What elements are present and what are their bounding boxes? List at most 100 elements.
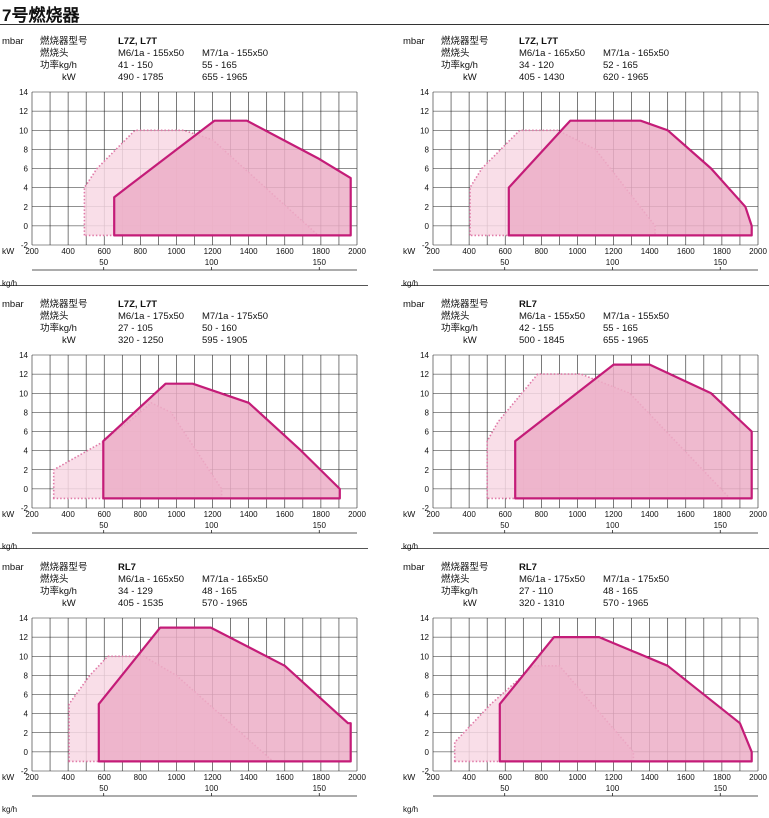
burner-chart-panel: mbar 燃烧器型号 燃烧头 功率kg/h kW L7Z, L7T M6/1a - 175x… bbox=[0, 293, 368, 555]
x-tick-label: 1200 bbox=[204, 247, 222, 256]
burner-chart-panel: mbar 燃烧器型号 燃烧头 功率kg/h kW L7Z, L7T M6/1a - 165x… bbox=[401, 30, 769, 292]
kgh-tick-label: 50 bbox=[99, 521, 108, 530]
head-value: M7/1a - 155x50 bbox=[603, 311, 669, 322]
x-tick-label: 1000 bbox=[569, 247, 587, 256]
x-tick-label: 400 bbox=[61, 773, 75, 782]
kw-label: kW bbox=[463, 335, 477, 346]
x-tick-label: 1600 bbox=[677, 247, 695, 256]
model-value: RL7 bbox=[118, 562, 136, 573]
y-tick-label: 10 bbox=[420, 652, 429, 661]
kgh-range-value: 48 - 165 bbox=[202, 586, 237, 597]
head-label: 燃烧头 bbox=[40, 573, 69, 585]
x-tick-label: 1800 bbox=[713, 773, 731, 782]
y-tick-label: 12 bbox=[420, 633, 429, 642]
x-tick-label: 2000 bbox=[749, 510, 767, 519]
head-value: M7/1a - 165x50 bbox=[202, 574, 268, 585]
kgh-tick-label: 100 bbox=[606, 521, 620, 530]
kgh-tick-label: 50 bbox=[99, 258, 108, 267]
kgh-range-value: 27 - 105 bbox=[118, 323, 153, 334]
x-tick-label: 400 bbox=[462, 773, 476, 782]
y-tick-label: 6 bbox=[425, 428, 430, 437]
kgh-range-value: 48 - 165 bbox=[603, 586, 638, 597]
kgh-range-value: 50 - 160 bbox=[202, 323, 237, 334]
y-tick-label: -2 bbox=[422, 241, 430, 250]
y-tick-label: 8 bbox=[24, 145, 29, 154]
range-area-m7 bbox=[97, 626, 352, 763]
head-value: M6/1a - 165x50 bbox=[118, 574, 184, 585]
x-axis-kgh-label: kg/h bbox=[403, 542, 418, 551]
x-tick-label: 600 bbox=[499, 773, 513, 782]
y-tick-label: 2 bbox=[24, 729, 29, 738]
x-tick-label: 200 bbox=[426, 510, 440, 519]
y-tick-label: 10 bbox=[19, 389, 28, 398]
y-tick-label: -2 bbox=[422, 767, 430, 776]
kgh-tick-label: 150 bbox=[714, 521, 728, 530]
x-tick-label: 1400 bbox=[641, 247, 659, 256]
power-label: 功率kg/h bbox=[40, 585, 77, 597]
power-label: 功率kg/h bbox=[441, 322, 478, 334]
kgh-range-value: 41 - 150 bbox=[118, 60, 153, 71]
x-axis-kgh-label: kg/h bbox=[2, 279, 17, 288]
x-tick-label: 800 bbox=[134, 247, 148, 256]
y-tick-label: 10 bbox=[19, 652, 28, 661]
x-tick-label: 200 bbox=[25, 510, 39, 519]
kw-range-value: 320 - 1310 bbox=[519, 598, 564, 609]
range-area-m7 bbox=[498, 635, 753, 763]
y-tick-label: 4 bbox=[425, 710, 430, 719]
y-unit-label: mbar bbox=[403, 299, 425, 310]
kw-range-value: 595 - 1905 bbox=[202, 335, 247, 346]
kgh-tick-label: 100 bbox=[606, 258, 620, 267]
model-label: 燃烧器型号 bbox=[441, 35, 489, 47]
x-tick-label: 200 bbox=[25, 773, 39, 782]
x-tick-label: 2000 bbox=[749, 247, 767, 256]
y-tick-label: 2 bbox=[425, 203, 430, 212]
y-tick-label: 2 bbox=[425, 466, 430, 475]
model-label: 燃烧器型号 bbox=[40, 35, 88, 47]
kw-range-value: 570 - 1965 bbox=[603, 598, 648, 609]
burner-chart-panel: mbar 燃烧器型号 燃烧头 功率kg/h kW RL7 M6/1a - 175x50 27 … bbox=[401, 556, 769, 818]
x-tick-label: 1400 bbox=[641, 510, 659, 519]
kw-range-value: 405 - 1535 bbox=[118, 598, 163, 609]
y-tick-label: 8 bbox=[24, 408, 29, 417]
x-tick-label: 1000 bbox=[168, 247, 186, 256]
power-label: 功率kg/h bbox=[441, 59, 478, 71]
kw-label: kW bbox=[463, 598, 477, 609]
x-tick-label: 400 bbox=[462, 510, 476, 519]
y-tick-label: 4 bbox=[24, 447, 29, 456]
head-label: 燃烧头 bbox=[441, 310, 470, 322]
burner-chart-panel: mbar 燃烧器型号 燃烧头 功率kg/h kW L7Z, L7T M6/1a - 155x… bbox=[0, 30, 368, 292]
kw-range-value: 655 - 1965 bbox=[603, 335, 648, 346]
x-tick-label: 1800 bbox=[713, 247, 731, 256]
y-tick-label: 6 bbox=[24, 165, 29, 174]
x-tick-label: 600 bbox=[98, 773, 112, 782]
kgh-tick-label: 100 bbox=[205, 258, 219, 267]
model-value: L7Z, L7T bbox=[519, 36, 558, 47]
kgh-tick-label: 50 bbox=[500, 521, 509, 530]
kgh-tick-label: 150 bbox=[714, 784, 728, 793]
x-tick-label: 400 bbox=[462, 247, 476, 256]
kgh-tick-label: 150 bbox=[714, 258, 728, 267]
y-tick-label: 8 bbox=[425, 145, 430, 154]
x-tick-label: 400 bbox=[61, 510, 75, 519]
y-tick-label: 6 bbox=[24, 691, 29, 700]
kgh-range-value: 34 - 120 bbox=[519, 60, 554, 71]
y-tick-label: -2 bbox=[21, 241, 29, 250]
kgh-tick-label: 50 bbox=[99, 784, 108, 793]
x-tick-label: 1400 bbox=[240, 510, 258, 519]
kw-range-value: 570 - 1965 bbox=[202, 598, 247, 609]
kw-label: kW bbox=[463, 72, 477, 83]
page-title: 7号燃烧器 bbox=[2, 6, 80, 25]
x-tick-label: 1600 bbox=[276, 773, 294, 782]
y-tick-label: 14 bbox=[19, 614, 28, 623]
head-label: 燃烧头 bbox=[40, 47, 69, 59]
range-area-m7 bbox=[507, 119, 753, 237]
head-value: M6/1a - 165x50 bbox=[519, 48, 585, 59]
head-value: M7/1a - 175x50 bbox=[202, 311, 268, 322]
y-tick-label: 6 bbox=[425, 691, 430, 700]
kw-range-value: 500 - 1845 bbox=[519, 335, 564, 346]
kw-label: kW bbox=[62, 598, 76, 609]
burner-chart-panel: mbar 燃烧器型号 燃烧头 功率kg/h kW RL7 M6/1a - 155x50 42 … bbox=[401, 293, 769, 555]
kgh-range-value: 42 - 155 bbox=[519, 323, 554, 334]
x-tick-label: 1000 bbox=[168, 510, 186, 519]
